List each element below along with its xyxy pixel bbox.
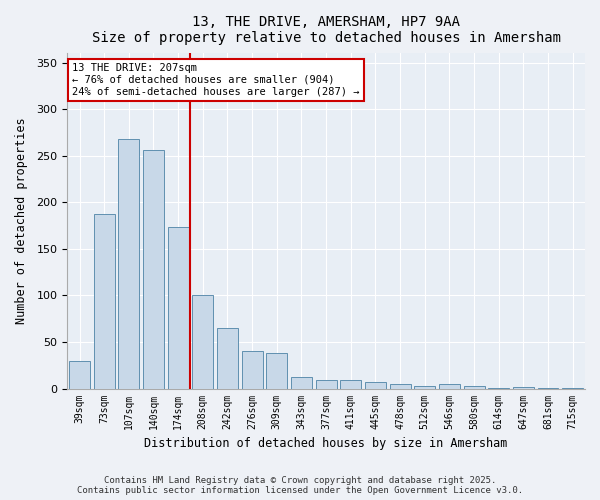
Bar	[513, 386, 534, 388]
Bar	[340, 380, 361, 388]
Text: Contains HM Land Registry data © Crown copyright and database right 2025.
Contai: Contains HM Land Registry data © Crown c…	[77, 476, 523, 495]
Bar	[316, 380, 337, 388]
Bar	[439, 384, 460, 388]
Bar	[143, 150, 164, 388]
Bar	[193, 296, 213, 388]
Bar	[242, 352, 263, 389]
X-axis label: Distribution of detached houses by size in Amersham: Distribution of detached houses by size …	[145, 437, 508, 450]
Bar	[365, 382, 386, 388]
Bar	[69, 360, 90, 388]
Bar	[389, 384, 410, 388]
Title: 13, THE DRIVE, AMERSHAM, HP7 9AA
Size of property relative to detached houses in: 13, THE DRIVE, AMERSHAM, HP7 9AA Size of…	[92, 15, 560, 45]
Bar	[266, 353, 287, 388]
Bar	[464, 386, 485, 388]
Bar	[94, 214, 115, 388]
Bar	[118, 139, 139, 388]
Bar	[167, 226, 188, 388]
Bar	[291, 378, 312, 388]
Text: 13 THE DRIVE: 207sqm
← 76% of detached houses are smaller (904)
24% of semi-deta: 13 THE DRIVE: 207sqm ← 76% of detached h…	[73, 64, 360, 96]
Bar	[217, 328, 238, 388]
Bar	[414, 386, 435, 388]
Y-axis label: Number of detached properties: Number of detached properties	[15, 118, 28, 324]
